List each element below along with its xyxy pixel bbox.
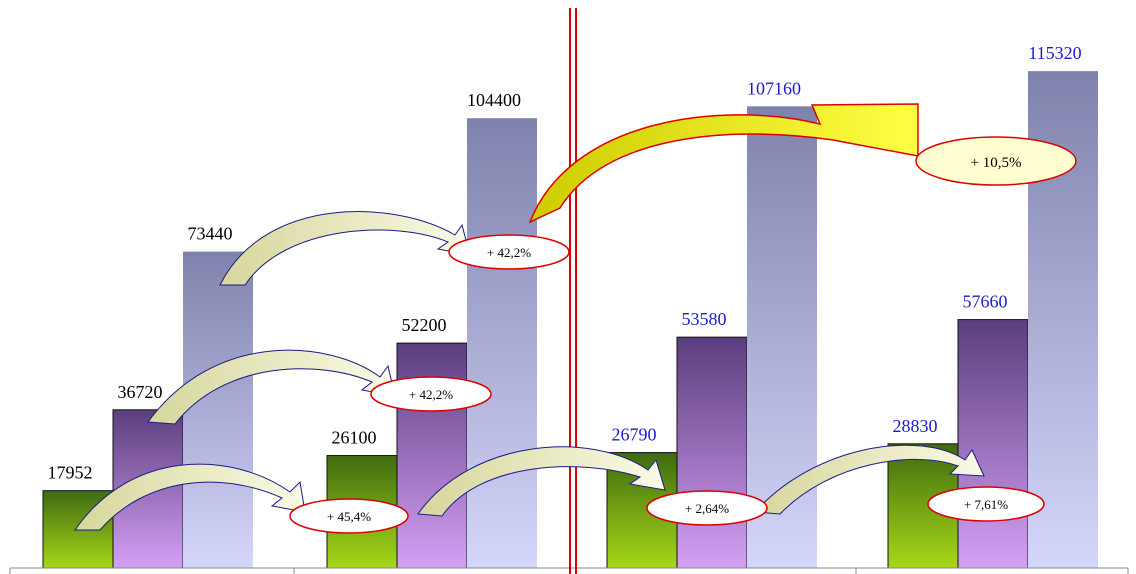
pct-badge: + 2,64% (646, 490, 768, 526)
value-label: 26790 (612, 425, 657, 445)
growth-arrow-lav-1 (219, 211, 471, 286)
value-label: 26100 (332, 428, 377, 448)
pct-badge: + 42,2% (448, 234, 570, 270)
pct-label: + 2,64% (685, 501, 729, 516)
pct-label: + 45,4% (327, 509, 371, 524)
value-label: 104400 (467, 90, 521, 110)
bar-lavender-group-1 (183, 251, 253, 568)
value-label: 57660 (963, 292, 1008, 312)
value-label: 52200 (402, 315, 447, 335)
pct-badge: + 7,61% (927, 486, 1045, 522)
pct-badge: + 45,4% (289, 498, 409, 534)
growth-arrow-green-1 (74, 463, 306, 531)
pct-label: + 42,2% (487, 245, 531, 260)
value-label: 115320 (1028, 43, 1081, 63)
bar-purple-group-3 (676, 336, 748, 569)
value-label: 73440 (188, 224, 233, 244)
bar-purple-group-4 (957, 319, 1029, 569)
growth-arrow-green-3 (753, 444, 985, 515)
pct-badge: + 10,5% (915, 136, 1077, 186)
pct-label: + 10,5% (971, 155, 1022, 171)
value-label: 107160 (747, 78, 801, 98)
growth-arrow-green-2 (417, 446, 666, 517)
value-label: 17952 (48, 463, 93, 483)
bar-lavender-group-2 (467, 118, 537, 569)
pct-badge: + 42,2% (370, 376, 492, 412)
value-label: 53580 (682, 309, 727, 329)
value-labels-layer: 17952 26100 26790 28830 36720 52200 53580 57660… (48, 43, 1082, 482)
growth-arrow-big (528, 103, 919, 224)
pct-label: + 7,61% (964, 497, 1008, 512)
pct-label: + 42,2% (409, 387, 453, 402)
value-label: 28830 (893, 416, 938, 436)
value-label: 36720 (118, 382, 163, 402)
